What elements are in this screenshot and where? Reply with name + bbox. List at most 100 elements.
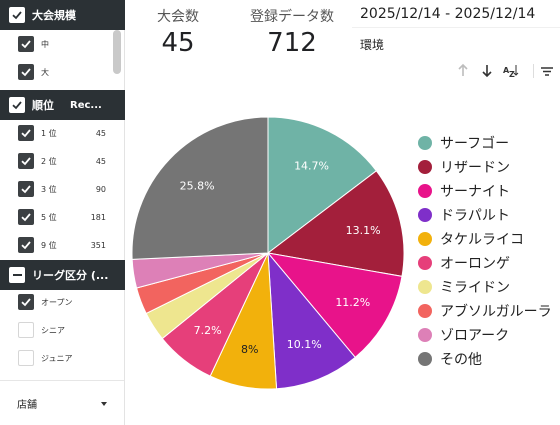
checkbox-checked-icon[interactable] bbox=[18, 209, 34, 225]
filter-header-label: リーグ区分 (... bbox=[32, 269, 109, 282]
kpi-value: 712 bbox=[267, 28, 317, 58]
legend-swatch-icon bbox=[418, 232, 432, 246]
filter-item[interactable]: 中 bbox=[0, 30, 112, 58]
legend-label: サーナイト bbox=[440, 184, 510, 200]
pie-slice-label: 7.2% bbox=[194, 324, 222, 337]
checkbox-checked-icon[interactable] bbox=[18, 64, 34, 80]
filter-item[interactable]: オープン bbox=[0, 288, 112, 316]
filter-item[interactable]: シニア bbox=[0, 316, 112, 344]
legend-swatch-icon bbox=[418, 328, 432, 342]
legend-item[interactable]: オーロンゲ bbox=[418, 251, 552, 275]
checkbox-indeterminate-icon[interactable] bbox=[9, 267, 25, 283]
filter-item-label: ジュニア bbox=[41, 353, 73, 363]
checkbox-checked-icon[interactable] bbox=[18, 153, 34, 169]
filter-item-label: 3 位 bbox=[41, 184, 57, 194]
filter-item[interactable]: 3 位 90 bbox=[0, 175, 112, 203]
filter-header-scale[interactable]: 大会規模 bbox=[0, 0, 125, 30]
legend-swatch-icon bbox=[418, 184, 432, 198]
legend-label: その他 bbox=[440, 352, 482, 368]
store-dropdown-label: 店舗 bbox=[17, 399, 37, 411]
toolbar-divider bbox=[533, 64, 534, 78]
checkbox-checked-icon[interactable] bbox=[18, 181, 34, 197]
sort-az-icon[interactable]: A Z bbox=[503, 62, 519, 80]
legend-item[interactable]: ドラパルト bbox=[418, 203, 552, 227]
filter-item-label: 1 位 bbox=[41, 128, 57, 138]
legend-label: ミライドン bbox=[440, 280, 510, 296]
pie-slice-label: 13.1% bbox=[346, 224, 381, 237]
filter-sidebar: 大会規模 中 大 順位 Rec... 1 位 bbox=[0, 0, 125, 425]
legend-label: ドラパルト bbox=[440, 208, 510, 224]
filter-item[interactable]: 5 位 181 bbox=[0, 203, 112, 231]
legend-swatch-icon bbox=[418, 352, 432, 366]
legend-label: タケルライコ bbox=[440, 232, 524, 248]
pie-slice-10[interactable] bbox=[131, 116, 269, 260]
filter-item-count: 90 bbox=[95, 184, 106, 194]
legend-label: オーロンゲ bbox=[440, 256, 510, 272]
filter-header-label: 順位 bbox=[32, 99, 54, 112]
legend-item[interactable]: サーナイト bbox=[418, 179, 552, 203]
kpi-title: 登録データ数 bbox=[250, 9, 334, 25]
checkbox-checked-icon[interactable] bbox=[18, 237, 34, 253]
filter-item-count: 45 bbox=[95, 156, 106, 166]
checkbox-icon[interactable] bbox=[9, 7, 25, 23]
filter-item-label: 大 bbox=[41, 67, 49, 77]
legend-swatch-icon bbox=[418, 304, 432, 318]
date-range-picker[interactable]: 2025/12/14 - 2025/12/14 bbox=[352, 2, 560, 28]
checkbox-checked-icon[interactable] bbox=[18, 294, 34, 310]
filter-item-label: 9 位 bbox=[41, 240, 57, 250]
checkbox-checked-icon[interactable] bbox=[18, 125, 34, 141]
arrow-down-icon[interactable] bbox=[480, 62, 494, 80]
svg-text:A: A bbox=[503, 66, 510, 75]
legend-swatch-icon bbox=[418, 280, 432, 294]
legend-item[interactable]: ミライドン bbox=[418, 275, 552, 299]
filter-item-count: 351 bbox=[90, 240, 106, 250]
pie-slice-1[interactable] bbox=[267, 116, 378, 255]
filter-item-label: 2 位 bbox=[41, 156, 57, 166]
legend-label: リザードン bbox=[440, 160, 510, 176]
filter-item[interactable]: 1 位 45 bbox=[0, 119, 112, 147]
filter-item[interactable]: 9 位 351 bbox=[0, 231, 112, 259]
legend-item[interactable]: アブソルガルーラ bbox=[418, 299, 552, 323]
checkbox-unchecked-icon[interactable] bbox=[18, 322, 34, 338]
legend-swatch-icon bbox=[418, 256, 432, 270]
pie-slice-label: 25.8% bbox=[180, 179, 215, 192]
filter-item-label: 5 位 bbox=[41, 212, 57, 222]
filter-header-rank[interactable]: 順位 Rec... bbox=[0, 90, 125, 120]
legend-item[interactable]: リザードン bbox=[418, 155, 552, 179]
pie-slice-label: 11.2% bbox=[335, 296, 370, 309]
checkbox-checked-icon[interactable] bbox=[18, 36, 34, 52]
filter-item[interactable]: 大 bbox=[0, 58, 112, 86]
kpi-records: 登録データ数 712 bbox=[246, 6, 338, 58]
store-dropdown[interactable]: 店舗 bbox=[0, 380, 124, 425]
sidebar-scrollbar[interactable] bbox=[113, 30, 121, 74]
chevron-down-icon bbox=[101, 402, 107, 406]
pie-slice-2[interactable] bbox=[266, 170, 405, 277]
checkbox-unchecked-icon[interactable] bbox=[18, 350, 34, 366]
pie-slice-label: 10.1% bbox=[287, 338, 322, 351]
svg-text:Z: Z bbox=[509, 70, 515, 79]
filter-header-record-column: Rec... bbox=[70, 99, 102, 111]
arrow-up-icon[interactable] bbox=[456, 62, 470, 80]
legend-label: ゾロアーク bbox=[440, 328, 510, 344]
chart-legend: サーフゴーリザードンサーナイトドラパルトタケルライコ オーロンゲミライドンアブソル… bbox=[418, 131, 552, 371]
legend-item[interactable]: サーフゴー bbox=[418, 131, 552, 155]
filter-item[interactable]: ジュニア bbox=[0, 344, 112, 372]
filter-header-league[interactable]: リーグ区分 (... bbox=[0, 260, 125, 290]
pie-slice-3[interactable] bbox=[266, 252, 403, 359]
legend-item[interactable]: ゾロアーク bbox=[418, 323, 552, 347]
filter-item[interactable]: 2 位 45 bbox=[0, 147, 112, 175]
filter-item-label: オープン bbox=[41, 297, 73, 307]
legend-item[interactable]: その他 bbox=[418, 347, 552, 371]
legend-swatch-icon bbox=[418, 208, 432, 222]
pie-slice-label: 14.7% bbox=[294, 159, 329, 172]
filter-item-label: シニア bbox=[41, 325, 65, 335]
legend-swatch-icon bbox=[418, 160, 432, 174]
pie-slice-4[interactable] bbox=[267, 251, 356, 390]
filter-header-label: 大会規模 bbox=[32, 9, 76, 22]
filter-icon[interactable] bbox=[540, 62, 554, 80]
legend-item[interactable]: タケルライコ bbox=[418, 227, 552, 251]
checkbox-icon[interactable] bbox=[9, 97, 25, 113]
legend-swatch-icon bbox=[418, 136, 432, 150]
